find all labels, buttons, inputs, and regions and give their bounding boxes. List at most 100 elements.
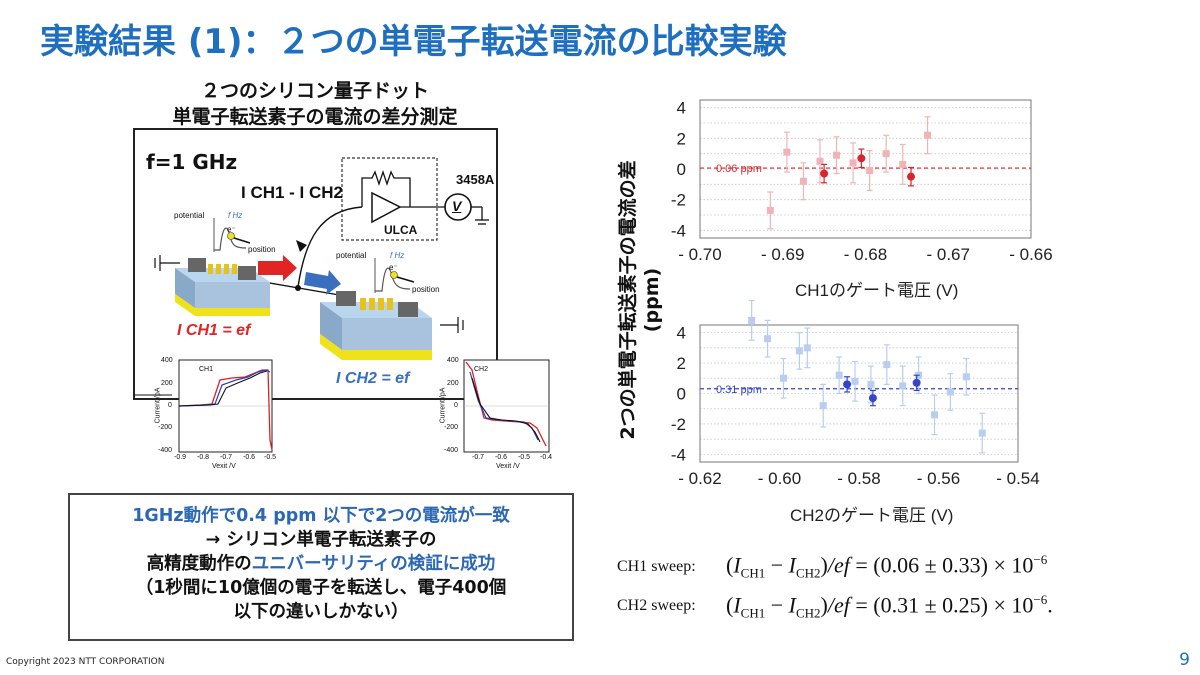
inset-ch2-xlabel: Vexit /V: [496, 463, 520, 470]
chart2-data-point: [978, 429, 986, 437]
chart2-ytick-label: 2: [677, 354, 686, 373]
ch1-current-label: I CH1 = ef: [177, 322, 251, 339]
inset-ch1-ytick: 200: [161, 380, 173, 387]
inset-ch2-xtick: -0.6: [495, 454, 508, 461]
inset-ch2-xtick: -0.4: [540, 454, 553, 461]
formula-ch1-eq: =: [849, 552, 874, 578]
formula-ch1-ef: /ef: [827, 552, 850, 578]
copyright: Copyright 2023 NTT CORPORATION: [6, 657, 165, 667]
feedback-resistor: [361, 169, 411, 207]
formula-ch1-i2: I: [788, 552, 796, 578]
amplifier-triangle: [371, 191, 402, 224]
position-label-ch1: position: [248, 245, 276, 254]
inset-ch2-tag: CH2: [474, 366, 489, 373]
formula-ch2-minus: −: [765, 592, 789, 618]
chart2-data-point: [779, 374, 787, 382]
meter-model-label: 3458A: [456, 172, 495, 187]
chart2-data-point: [803, 344, 811, 352]
chart2-data-point: [883, 361, 891, 369]
inset-plot-ch1: [178, 359, 273, 453]
formula-ch2-period: .: [1047, 592, 1053, 618]
summary-line4: （1秒間に10億個の電子を転送し、電子400個: [135, 578, 507, 598]
formula-ch2-exponent: −6: [1033, 592, 1048, 607]
inset-ch1-xtick: -0.5: [264, 454, 277, 461]
chart2-data-point: [764, 335, 772, 343]
chart1-xtick-label: - 0.66: [1009, 245, 1052, 264]
chart2-highlight-point: [868, 394, 877, 403]
chart1-data-point: [866, 167, 874, 175]
chart1-data-point: [783, 148, 791, 156]
chart1-data-point: [816, 157, 824, 165]
chart2-xtick-label: - 0.56: [917, 469, 960, 488]
chart2-ytick-label: -2: [671, 415, 686, 434]
chart1-ytick-label: 2: [677, 129, 686, 148]
potential-label-ch2: potential: [336, 251, 367, 260]
inset-ch1-xlabel: Vexit /V: [212, 463, 236, 470]
formula-ch1-sub1: CH1: [740, 565, 766, 581]
chart1-data-point: [849, 159, 857, 167]
formula-ch2-sub2: CH2: [795, 605, 821, 621]
formula-ch2-label: CH2 sweep:: [617, 597, 696, 614]
blue-arrow-icon: [304, 270, 341, 295]
red-arrow-icon: [258, 255, 297, 281]
position-label-ch2: position: [412, 285, 440, 294]
formula-ch1-i1: I: [733, 552, 741, 578]
quantum-dot-device-ch1: [175, 258, 270, 316]
formula-ch2-eq: =: [849, 592, 874, 618]
formula-ch2: (ICH1 − ICH2)/ef = (0.31 ± 0.25) × 10−6.: [726, 592, 1053, 621]
ch2-current-label: I CH2 = ef: [336, 370, 410, 387]
chart1-xlabel: CH1のゲート電圧 (V): [795, 281, 958, 300]
chart2-data-point: [819, 402, 827, 410]
chart1-data-point: [924, 131, 932, 139]
potential-diagram-ch1: [213, 218, 251, 252]
chart2-mean-label: 0.31 ppm: [716, 384, 762, 396]
formula-ch1-minus: −: [765, 552, 789, 578]
chart1-data-point: [799, 177, 807, 185]
inset-ch2-ytick: -400: [444, 447, 459, 454]
summary-line3: 高精度動作のユニバーサリティの検証に成功: [70, 552, 572, 576]
slide-title: 実験結果 (1)：２つの単電子転送電流の比較実験: [40, 22, 787, 62]
chart2-data-point: [899, 382, 907, 390]
chart2-xtick-label: - 0.62: [678, 469, 721, 488]
chart2-data-point: [851, 377, 859, 385]
chart2-data-point: [795, 347, 803, 355]
summary-line5: 以下の違いしかない）: [233, 602, 409, 622]
inset-ch2-xtick: -0.7: [472, 454, 485, 461]
inset-ch2-ytick: 400: [447, 357, 459, 364]
chart2-xtick-label: - 0.58: [837, 469, 880, 488]
summary-line2: → シリコン単電子転送素子の: [205, 530, 437, 550]
chart1-data-point: [882, 150, 890, 158]
inset-plot-ch2: [463, 359, 550, 453]
chart2-data-point: [748, 316, 756, 324]
formula-ch1-exponent: −6: [1033, 552, 1048, 567]
inset-ch2-ytick: -200: [444, 424, 459, 431]
chart1-data-point: [766, 206, 774, 214]
inset-ch1-xtick: -0.7: [220, 454, 233, 461]
formula-ch1-label: CH1 sweep:: [617, 558, 696, 575]
f-hz-label-ch2: f Hz: [390, 251, 405, 260]
summary-line3-prefix: 高精度動作の: [146, 554, 252, 574]
potential-label-ch1: potential: [174, 211, 205, 220]
inset-ch2-ytick: 200: [447, 380, 459, 387]
chart1-ytick-label: 0: [677, 160, 686, 179]
formula-ch2-ef: /ef: [827, 592, 850, 618]
current-diff-label: I CH1 - I CH2: [241, 183, 344, 202]
formula-ch1: (ICH1 − ICH2)/ef = (0.06 ± 0.33) × 10−6: [726, 552, 1048, 581]
formula-ch2-sub1: CH1: [740, 605, 766, 621]
f-hz-label-ch1: f Hz: [228, 211, 243, 220]
chart1-highlight-point: [857, 154, 866, 163]
chart2-ytick-label: 4: [677, 324, 686, 343]
chart1-ytick-label: 4: [677, 99, 686, 118]
inset-ch1-ytick: 400: [161, 357, 173, 364]
inset-ch1-ytick: -400: [158, 447, 173, 454]
formula-ch2-i1: I: [733, 592, 741, 618]
chart1-data-point: [899, 160, 907, 168]
chart2-xtick-label: - 0.54: [996, 469, 1039, 488]
chart1-frame: [699, 99, 1032, 239]
chart2-frame: [699, 324, 1019, 463]
chart1-xtick-label: - 0.67: [927, 245, 970, 264]
chart2-xlabel: CH2のゲート電圧 (V): [790, 506, 953, 525]
chart2-ytick-label: -4: [671, 445, 686, 464]
